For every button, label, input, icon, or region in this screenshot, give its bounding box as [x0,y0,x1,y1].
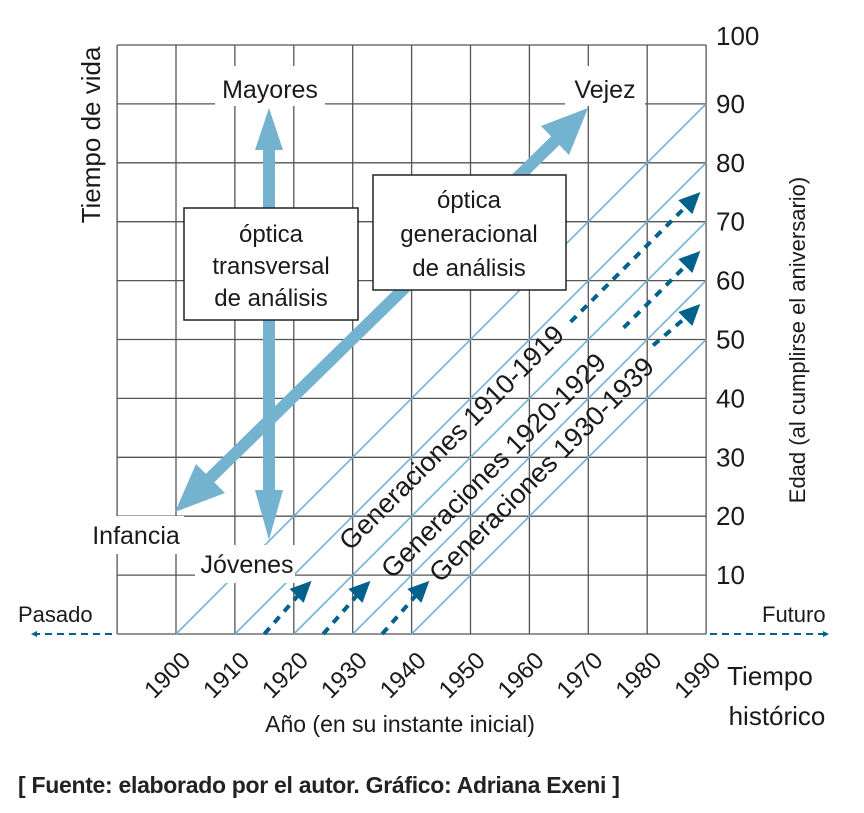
year-tick-label: 1930 [316,647,373,704]
arrow-head-icon [289,580,312,603]
age-tick-label: 10 [716,560,745,590]
cohort-arrows [262,192,701,636]
age-tick-label: 60 [716,266,745,296]
cohort-line-1940 [411,338,707,635]
arrow-head-icon [678,304,701,327]
label-childhood: Infancia [92,522,180,550]
age-tick-label: 70 [716,207,745,237]
cohort-line-1910 [234,162,707,635]
label-older: Mayores [222,76,318,104]
year-ticks: 1900 1910 1920 1930 1940 1950 1960 1970 1980 1990 [139,647,726,704]
dashed-arrow [569,196,696,324]
box-line: generacional [400,221,537,248]
label-old-age: Vejez [574,76,635,104]
y-right-title: Edad (al cumplirse el aniversario) [785,177,810,503]
label-young: Jóvenes [200,551,293,579]
x-right-title-1: Tiempo [727,661,813,691]
box-line: de análisis [214,285,327,312]
box-line: óptica [437,187,502,214]
year-tick-label: 1910 [198,647,255,704]
future-label: Futuro [762,602,826,627]
age-tick-label: 100 [716,21,759,51]
year-tick-label: 1950 [434,647,491,704]
arrow-head-icon [407,580,430,603]
age-tick-label: 80 [716,148,745,178]
past-label: Pasado [18,602,93,627]
box-line: transversal [212,253,329,280]
generational-box: óptica generacional de análisis [372,174,567,291]
year-tick-label: 1980 [610,647,667,704]
source-caption: [ Fuente: elaborado por el autor. Gráfic… [18,772,620,798]
age-tick-label: 20 [716,501,745,531]
age-ticks: 10 20 30 40 50 60 70 80 90 100 [716,21,759,590]
arrow-head-icon [678,192,701,215]
dashed-arrow [622,255,696,330]
transversal-box: óptica transversal de análisis [183,207,359,321]
arrow-head-icon [678,251,701,274]
box-line: de análisis [412,255,525,282]
transversal-arrow [255,108,283,540]
age-tick-label: 90 [716,89,745,119]
cohort-lines [175,103,707,635]
age-tick-label: 50 [716,325,745,355]
cohort-line-1920 [293,221,707,635]
age-tick-label: 30 [716,442,745,472]
x-right-title-2: histórico [729,701,826,731]
box-line: óptica [239,221,304,248]
year-tick-label: 1900 [139,647,196,704]
year-tick-label: 1970 [552,647,609,704]
year-tick-label: 1960 [493,647,550,704]
x-title: Año (en su instante inicial) [265,711,535,737]
cohort-line-1930 [352,280,707,635]
y-left-title: Tiempo de vida [76,46,106,223]
year-tick-label: 1940 [375,647,432,704]
age-tick-label: 40 [716,383,745,413]
year-tick-label: 1990 [669,647,726,704]
arrow-head-icon [348,580,371,603]
year-tick-label: 1920 [257,647,314,704]
